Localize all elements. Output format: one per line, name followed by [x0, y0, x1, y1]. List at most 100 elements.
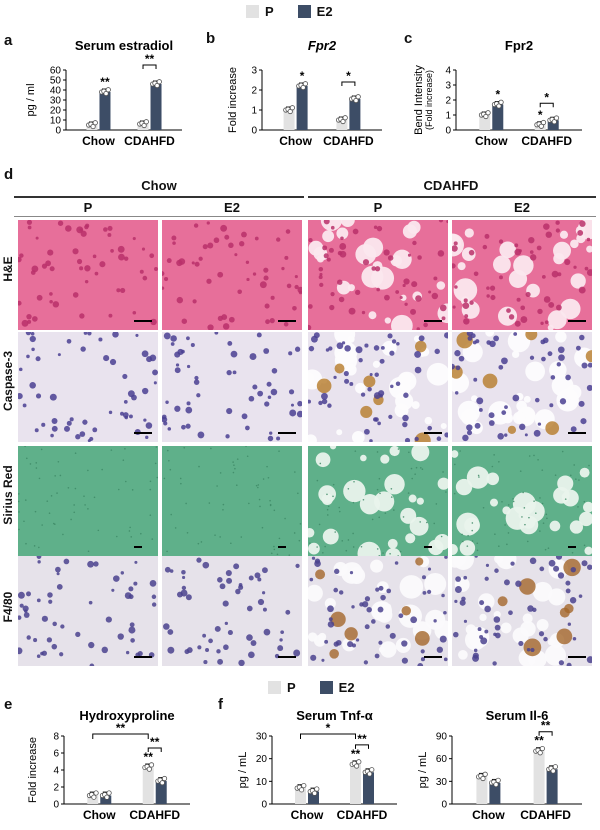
- nucleus: [197, 431, 205, 439]
- nucleus: [131, 489, 134, 491]
- tissue-background: [162, 332, 302, 442]
- nucleus: [507, 532, 510, 534]
- nucleus: [35, 393, 42, 399]
- nucleus: [75, 434, 81, 440]
- nucleus: [326, 493, 328, 496]
- y-tick-label: 30: [50, 96, 62, 107]
- nucleus: [124, 480, 127, 483]
- nucleus: [414, 366, 422, 374]
- nucleus: [459, 450, 461, 452]
- y-tick-label: 60: [50, 66, 62, 77]
- nucleus: [129, 622, 135, 628]
- nucleus: [191, 261, 195, 265]
- positive-stain: [556, 628, 573, 645]
- nucleus: [352, 546, 355, 548]
- nucleus: [293, 649, 301, 657]
- col-chow-p: P: [83, 200, 93, 215]
- scale-bar: [278, 432, 296, 434]
- nucleus: [163, 623, 170, 630]
- micrograph-texture: [452, 220, 592, 330]
- nucleus: [151, 594, 157, 600]
- nucleus: [294, 471, 296, 473]
- nucleus: [389, 552, 391, 555]
- nucleus: [66, 338, 72, 344]
- nucleus: [504, 433, 508, 437]
- nucleus: [30, 270, 36, 275]
- nucleus: [371, 518, 374, 521]
- nucleus: [280, 630, 285, 635]
- nucleus: [294, 284, 299, 290]
- bar-e2: [296, 86, 308, 130]
- bar-p: [283, 110, 295, 130]
- nucleus: [149, 514, 152, 517]
- row-label-caspase3: Caspase-3: [1, 350, 15, 412]
- nucleus: [520, 316, 528, 323]
- nucleus: [323, 253, 329, 259]
- nucleus: [364, 343, 369, 348]
- nucleus: [402, 414, 409, 422]
- nucleus: [518, 640, 524, 646]
- lipid-droplet: [407, 220, 421, 234]
- data-point: [496, 103, 502, 109]
- data-point: [539, 745, 545, 752]
- nucleus: [248, 651, 255, 659]
- nucleus: [87, 469, 89, 472]
- lipid-droplet: [553, 252, 565, 265]
- nucleus: [427, 589, 432, 594]
- nucleus: [149, 580, 157, 587]
- nucleus: [292, 305, 297, 311]
- nucleus: [578, 400, 585, 407]
- nucleus: [542, 337, 549, 344]
- nucleus: [299, 523, 302, 525]
- nucleus: [270, 388, 278, 396]
- nucleus: [298, 290, 302, 295]
- lipid-droplet: [522, 613, 533, 624]
- lipid-droplet: [383, 604, 392, 613]
- nucleus: [308, 399, 311, 404]
- col-cdahfd-e2: E2: [514, 200, 530, 215]
- nucleus: [72, 248, 79, 255]
- nucleus: [29, 335, 36, 343]
- nucleus: [213, 237, 220, 244]
- nucleus: [321, 392, 328, 400]
- nucleus: [482, 244, 488, 250]
- nucleus: [230, 350, 238, 358]
- lipid-droplet: [391, 314, 413, 330]
- nucleus: [26, 354, 30, 359]
- nucleus: [87, 332, 92, 336]
- nucleus: [205, 647, 210, 652]
- nucleus: [50, 495, 53, 497]
- nucleus: [37, 560, 41, 564]
- nucleus: [454, 599, 458, 604]
- nucleus: [366, 606, 372, 613]
- nucleus: [237, 289, 242, 295]
- nucleus: [402, 421, 408, 428]
- positive-stain: [414, 631, 430, 646]
- nucleus: [327, 505, 330, 508]
- nucleus: [537, 308, 543, 315]
- data-point: [300, 84, 306, 91]
- nucleus: [338, 296, 345, 303]
- chart-title: Hydroxyproline: [79, 708, 174, 723]
- lipid-droplet: [455, 478, 473, 496]
- nucleus: [311, 335, 318, 343]
- lipid-droplet: [457, 262, 466, 271]
- nucleus: [442, 471, 444, 473]
- lipid-droplet: [384, 473, 405, 495]
- nucleus: [92, 254, 97, 259]
- x-tick-label: CDAHFD: [323, 134, 374, 148]
- nucleus: [283, 322, 289, 327]
- nucleus: [338, 510, 341, 513]
- nucleus: [419, 521, 421, 523]
- nucleus: [327, 605, 334, 613]
- nucleus: [466, 430, 473, 436]
- nucleus: [226, 407, 233, 415]
- nucleus: [207, 242, 214, 249]
- nucleus: [386, 588, 392, 594]
- nucleus: [541, 502, 544, 505]
- lipid-droplet: [351, 430, 365, 442]
- nucleus: [513, 332, 518, 336]
- legend-p-swatch: [246, 5, 259, 18]
- nucleus: [571, 551, 574, 554]
